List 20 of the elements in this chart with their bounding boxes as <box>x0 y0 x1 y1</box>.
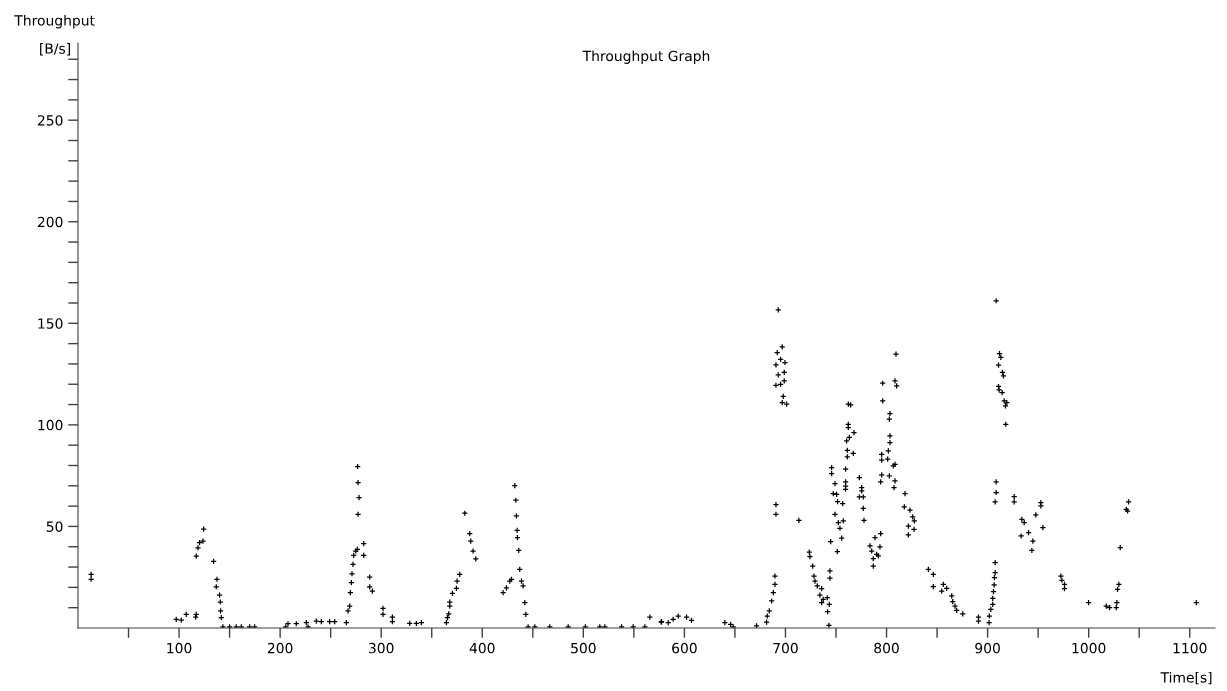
x-tick-label: 400 <box>469 642 495 654</box>
text: [B/s] <box>40 43 70 56</box>
x-tick-label: 200 <box>267 642 293 654</box>
x-tick-label: 900 <box>975 642 1000 654</box>
x-tick-label: 700 <box>773 642 798 654</box>
y-axis-title: Throughput <box>14 14 95 29</box>
x-tick-label: 600 <box>672 642 697 654</box>
y-tick-label: 250 <box>37 115 63 126</box>
text: Throughput Graph <box>582 50 710 64</box>
y-tick-label: 200 <box>37 216 63 228</box>
x-tick-label: 500 <box>571 642 596 654</box>
y-tick-label: 100 <box>38 419 63 431</box>
x-tick-label: 1000 <box>1072 642 1106 654</box>
y-tick-label: 150 <box>38 318 63 329</box>
x-tick-label: 1100 <box>1173 642 1207 654</box>
x-tick-label: 100 <box>167 642 192 654</box>
y-tick-label: 50 <box>46 521 63 532</box>
x-tick-label: 300 <box>369 642 394 654</box>
x-tick-label: 800 <box>874 642 899 654</box>
x-axis-title: Time[s] <box>1160 671 1212 685</box>
